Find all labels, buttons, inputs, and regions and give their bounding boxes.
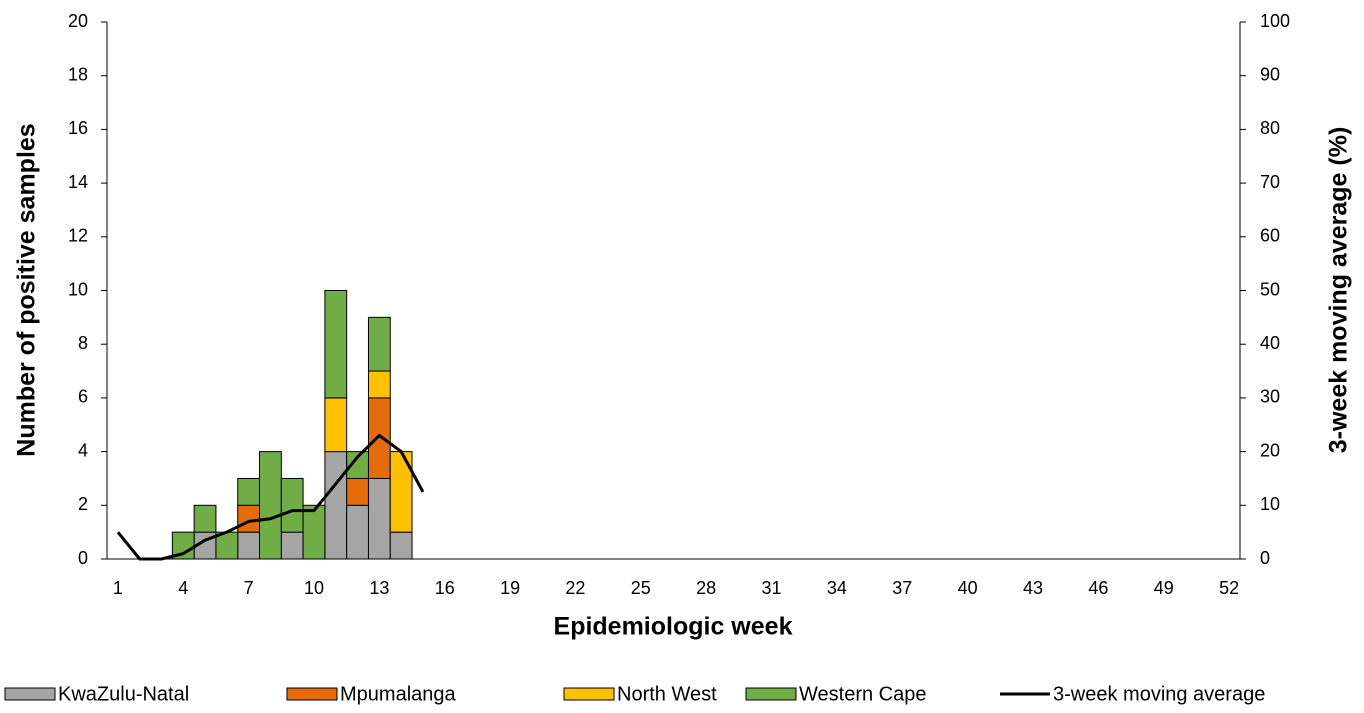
x-tick-label: 46 bbox=[1088, 578, 1108, 598]
x-tick-label: 25 bbox=[631, 578, 651, 598]
bar-segment bbox=[389, 531, 413, 560]
x-tick-label: 43 bbox=[1023, 578, 1043, 598]
y2-tick-label: 60 bbox=[1260, 226, 1280, 246]
x-axis-title: Epidemiologic week bbox=[554, 613, 793, 641]
x-tick-label: 34 bbox=[827, 578, 847, 598]
bar-segment bbox=[346, 477, 369, 506]
x-tick-label: 37 bbox=[892, 578, 912, 598]
y2-tick-label: 70 bbox=[1260, 172, 1280, 192]
y2-tick-label: 10 bbox=[1260, 494, 1280, 514]
x-tick-label: 49 bbox=[1154, 578, 1174, 598]
y-axis-title: Number of positive samples bbox=[13, 123, 41, 456]
y-tick-label: 8 bbox=[78, 333, 88, 353]
bar-segment bbox=[324, 451, 348, 560]
bar-segment bbox=[237, 477, 261, 506]
bar-segment bbox=[193, 504, 217, 533]
y-tick-label: 10 bbox=[68, 279, 88, 299]
y-tick-label: 20 bbox=[68, 11, 88, 31]
bar-segment bbox=[237, 531, 261, 560]
x-tick-label: 16 bbox=[435, 578, 455, 598]
bar-segment bbox=[346, 504, 369, 560]
y2-tick-label: 30 bbox=[1260, 387, 1280, 407]
x-tick-label: 19 bbox=[500, 578, 520, 598]
legend-label: Mpumalanga bbox=[340, 683, 457, 705]
y-tick-label: 0 bbox=[78, 548, 88, 568]
legend-label: 3-week moving average bbox=[1053, 683, 1265, 705]
x-tick-label: 31 bbox=[762, 578, 782, 598]
y-tick-label: 12 bbox=[68, 226, 88, 246]
x-tick-label: 40 bbox=[958, 578, 978, 598]
bar-segment bbox=[367, 370, 391, 399]
bar-segment bbox=[367, 477, 391, 560]
x-tick-label: 52 bbox=[1219, 578, 1239, 598]
bar-segment bbox=[367, 316, 391, 372]
legend-swatch bbox=[4, 687, 56, 701]
x-tick-label: 28 bbox=[696, 578, 716, 598]
x-tick-label: 1 bbox=[113, 578, 123, 598]
y2-tick-label: 40 bbox=[1260, 333, 1280, 353]
line bbox=[116, 433, 425, 561]
bar-segment bbox=[324, 397, 348, 453]
x-tick-label: 10 bbox=[304, 578, 324, 598]
y2-tick-label: 80 bbox=[1260, 118, 1280, 138]
legend-label: North West bbox=[617, 683, 717, 705]
bar-segment bbox=[346, 451, 369, 479]
bar-segment bbox=[302, 504, 326, 560]
bar-segment bbox=[280, 477, 304, 533]
bar-segment bbox=[280, 531, 304, 560]
bar-segment bbox=[259, 451, 282, 560]
y2-tick-label: 50 bbox=[1260, 279, 1280, 299]
y2-tick-label: 100 bbox=[1260, 11, 1290, 31]
y-tick-label: 2 bbox=[78, 494, 88, 514]
y2-tick-label: 20 bbox=[1260, 440, 1280, 460]
y-tick-label: 18 bbox=[68, 64, 88, 84]
y2-tick-label: 90 bbox=[1260, 64, 1280, 84]
y2-tick-label: 0 bbox=[1260, 548, 1270, 568]
bar-segment bbox=[367, 397, 391, 479]
y2-axis-title: 3-week moving average (%) bbox=[1325, 127, 1353, 454]
legend-swatch bbox=[563, 687, 615, 701]
x-tick-label: 13 bbox=[369, 578, 389, 598]
y-tick-label: 4 bbox=[78, 440, 88, 460]
legend-swatch bbox=[745, 687, 797, 701]
bar-segment bbox=[324, 290, 348, 399]
legend-label: Western Cape bbox=[799, 683, 926, 705]
x-tick-label: 22 bbox=[565, 578, 585, 598]
y-tick-label: 16 bbox=[68, 118, 88, 138]
y-tick-label: 6 bbox=[78, 387, 88, 407]
legend-swatch bbox=[286, 687, 338, 701]
legend-label: KwaZulu-Natal bbox=[58, 683, 189, 705]
bar-segment bbox=[237, 504, 261, 533]
x-tick-label: 4 bbox=[178, 578, 188, 598]
y-tick-label: 14 bbox=[68, 172, 88, 192]
x-tick-label: 7 bbox=[244, 578, 254, 598]
